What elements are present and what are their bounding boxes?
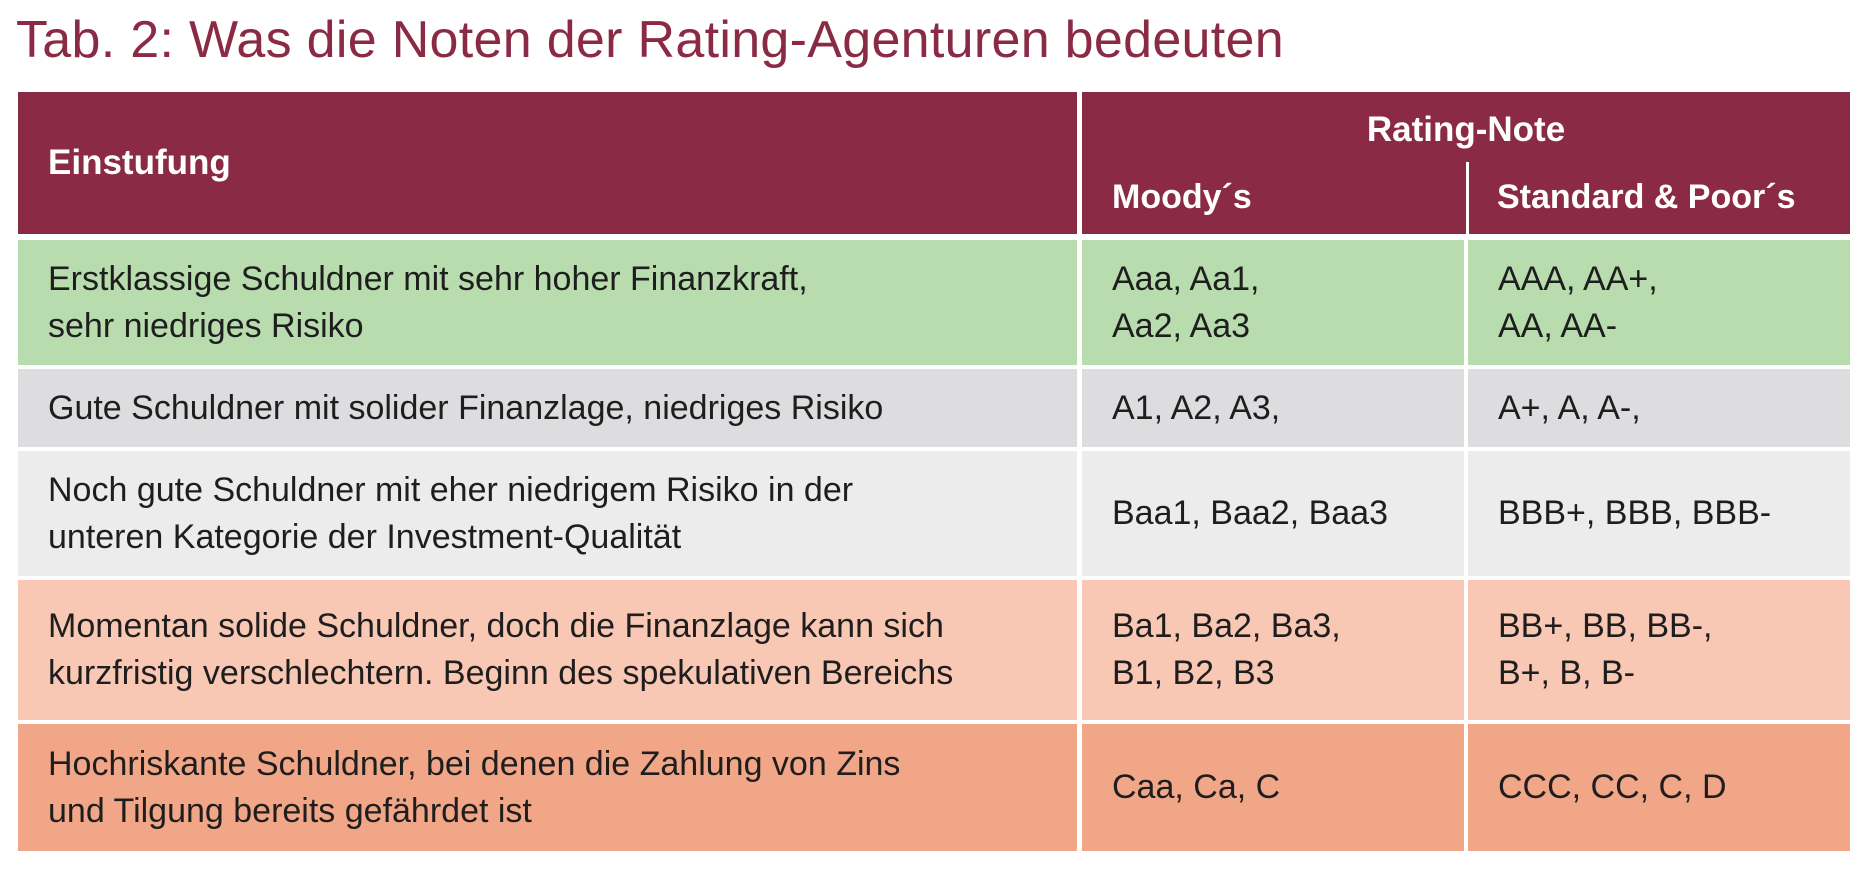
header-standard-poors: Standard & Poor´s: [1497, 178, 1796, 216]
einstufung-cell: Erstklassige Schuldner mit sehr hoher Fi…: [18, 240, 1077, 365]
einstufung-cell: Gute Schuldner mit solider Finanzlage, n…: [18, 369, 1077, 447]
einstufung-cell: Hochriskante Schuldner, bei denen die Za…: [18, 724, 1077, 851]
sp-cell: CCC, CC, C, D: [1468, 724, 1850, 851]
sp-cell: AAA, AA+, AA, AA-: [1468, 240, 1850, 365]
table-row: Hochriskante Schuldner, bei denen die Za…: [18, 724, 1850, 851]
table-title: Tab. 2: Was die Noten der Rating-Agentur…: [16, 11, 1284, 69]
header-rating-note-group: Rating-Note Moody´s Standard & Poor´s: [1082, 92, 1850, 234]
table-row: Momentan solide Schuldner, doch die Fina…: [18, 580, 1850, 720]
moodys-cell: Caa, Ca, C: [1082, 724, 1464, 851]
table-row: Gute Schuldner mit solider Finanzlage, n…: [18, 369, 1850, 447]
header-divider: [1466, 162, 1469, 234]
sp-cell: A+, A, A-,: [1468, 369, 1850, 447]
sp-cell: BBB+, BBB, BBB-: [1468, 451, 1850, 576]
moodys-cell: Aaa, Aa1, Aa2, Aa3: [1082, 240, 1464, 365]
table-row: Erstklassige Schuldner mit sehr hoher Fi…: [18, 240, 1850, 365]
rating-table: Einstufung Rating-Note Moody´s Standard …: [18, 92, 1850, 855]
sp-cell: BB+, BB, BB-, B+, B, B-: [1468, 580, 1850, 720]
moodys-cell: Ba1, Ba2, Ba3, B1, B2, B3: [1082, 580, 1464, 720]
table-header: Einstufung Rating-Note Moody´s Standard …: [18, 92, 1850, 234]
table-row: Noch gute Schuldner mit eher niedrigem R…: [18, 451, 1850, 576]
moodys-cell: Baa1, Baa2, Baa3: [1082, 451, 1464, 576]
header-rating-note: Rating-Note: [1366, 110, 1566, 149]
moodys-cell: A1, A2, A3,: [1082, 369, 1464, 447]
einstufung-cell: Noch gute Schuldner mit eher niedrigem R…: [18, 451, 1077, 576]
header-einstufung: Einstufung: [18, 92, 1077, 234]
header-moodys: Moody´s: [1112, 178, 1252, 216]
einstufung-cell: Momentan solide Schuldner, doch die Fina…: [18, 580, 1077, 720]
